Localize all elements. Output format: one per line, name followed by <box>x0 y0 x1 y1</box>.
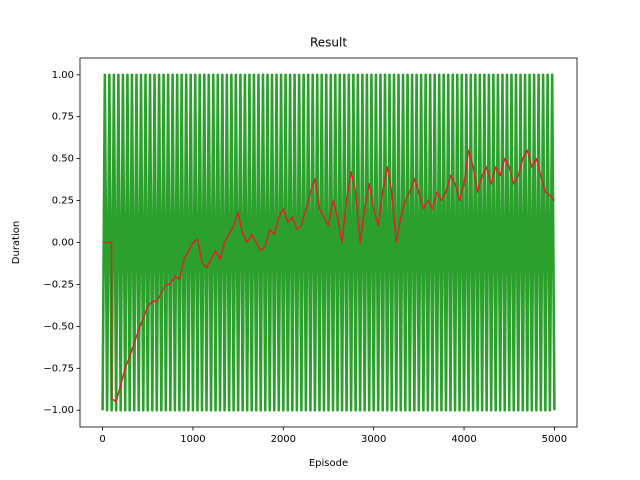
y-tick-label: 0.25 <box>52 196 74 207</box>
x-tick-label: 0 <box>99 434 105 445</box>
y-tick-label: 1.00 <box>52 70 74 81</box>
y-tick-label: −1.00 <box>43 405 74 416</box>
data-line <box>102 149 555 403</box>
y-axis-label: Duration <box>11 221 22 264</box>
chart-title: Result <box>310 36 347 50</box>
y-tick-label: 0.00 <box>52 238 74 249</box>
y-tick-label: −0.50 <box>43 321 74 332</box>
y-tick-label: 0.75 <box>52 112 74 123</box>
x-tick-label: 1000 <box>180 434 205 445</box>
y-tick-label: 0.50 <box>52 154 74 165</box>
x-axis-label: Episode <box>309 458 348 469</box>
x-tick-label: 2000 <box>271 434 296 445</box>
x-tick-label: 4000 <box>451 434 476 445</box>
x-tick-label: 5000 <box>542 434 567 445</box>
y-tick-label: −0.25 <box>43 279 74 290</box>
x-tick-label: 3000 <box>361 434 386 445</box>
y-tick-label: −0.75 <box>43 363 74 374</box>
